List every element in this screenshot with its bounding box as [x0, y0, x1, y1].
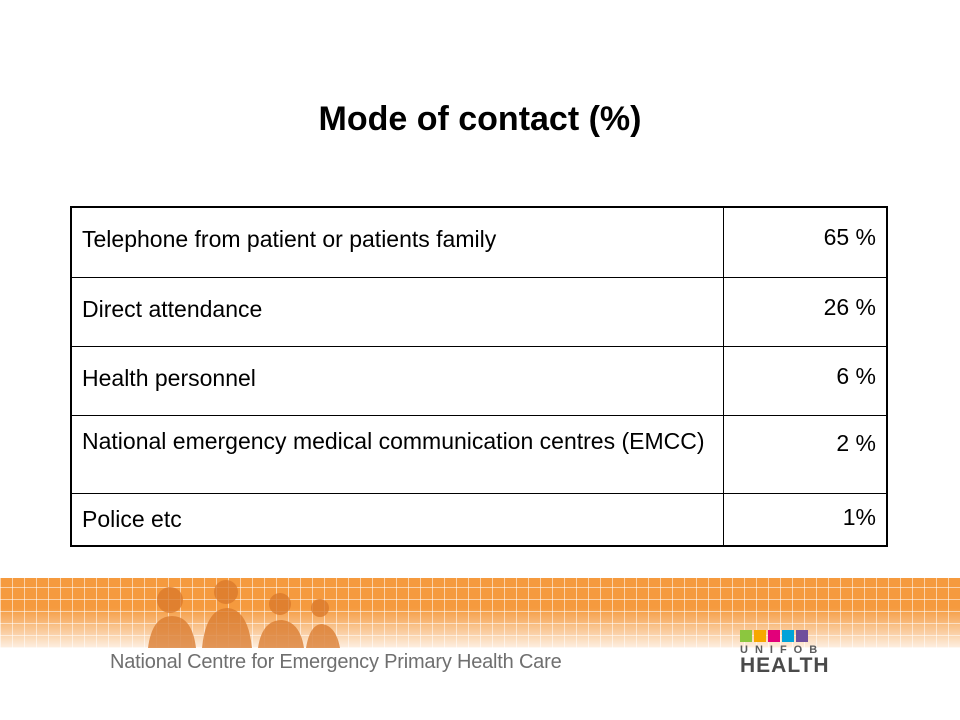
table-row: National emergency medical communication… — [70, 415, 888, 494]
table-row: Direct attendance 26 % — [70, 277, 888, 347]
row-label: Police etc — [70, 493, 724, 547]
organization-name: National Centre for Emergency Primary He… — [110, 651, 562, 673]
table-row: Health personnel 6 % — [70, 346, 888, 416]
row-value: 6 % — [723, 346, 888, 416]
row-label: National emergency medical communication… — [70, 415, 724, 494]
table-row: Police etc 1% — [70, 493, 888, 547]
logo-square — [782, 630, 794, 642]
table-row: Telephone from patient or patients famil… — [70, 206, 888, 278]
footer-band — [0, 578, 960, 648]
logo-squares — [740, 630, 840, 642]
logo-square — [754, 630, 766, 642]
logo-square — [768, 630, 780, 642]
row-value: 2 % — [723, 415, 888, 494]
row-value: 1% — [723, 493, 888, 547]
row-value: 26 % — [723, 277, 888, 347]
row-label: Direct attendance — [70, 277, 724, 347]
row-label: Health personnel — [70, 346, 724, 416]
logo-square — [796, 630, 808, 642]
logo-square — [740, 630, 752, 642]
unifob-health-logo: UNIFOB HEALTH — [740, 630, 840, 680]
logo-small-text: UNIFOB — [740, 644, 825, 656]
row-value: 65 % — [723, 206, 888, 278]
people-silhouette-icon — [148, 580, 340, 648]
contact-mode-table: Telephone from patient or patients famil… — [70, 206, 888, 547]
logo-big-text: HEALTH — [740, 654, 830, 677]
row-label: Telephone from patient or patients famil… — [70, 206, 724, 278]
slide-title: Mode of contact (%) — [318, 100, 642, 138]
